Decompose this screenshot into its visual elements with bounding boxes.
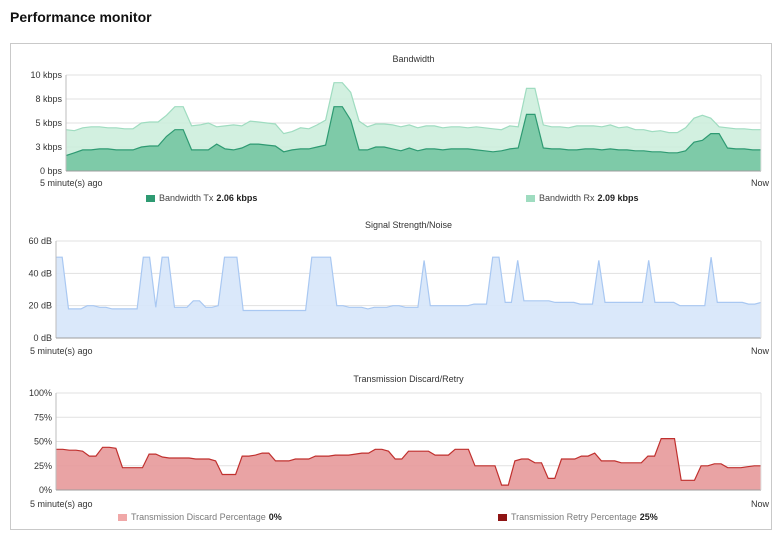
legend-retry[interactable]: Transmission Retry Percentage 25%: [498, 512, 658, 522]
legend-label-discard: Transmission Discard Percentage: [131, 512, 266, 522]
legend-swatch-rx: [526, 194, 535, 202]
legend-label-rx: Bandwidth Rx: [539, 193, 595, 203]
legend-swatch-discard: [118, 513, 127, 521]
retry-series-transmission-retry-percentage-fill: [56, 438, 761, 490]
legend-bandwidth-tx[interactable]: Bandwidth Tx 2.06 kbps: [146, 193, 257, 203]
signal-x-start-label: 5 minute(s) ago: [30, 346, 93, 356]
retry-ytick-label: 25%: [34, 461, 52, 471]
bandwidth-ytick-label: 10 kbps: [30, 70, 62, 80]
bandwidth-ytick-label: 3 kbps: [35, 142, 62, 152]
retry-x-end-label: Now: [751, 499, 770, 509]
bandwidth-ytick-label: 5 kbps: [35, 118, 62, 128]
legend-label-retry: Transmission Retry Percentage: [511, 512, 637, 522]
legend-value-rx: 2.09 kbps: [597, 193, 639, 203]
legend-bandwidth-rx[interactable]: Bandwidth Rx 2.09 kbps: [526, 193, 639, 203]
retry-series-transmission-retry-percentage-line: [56, 438, 761, 486]
bandwidth-ytick-label: 8 kbps: [35, 94, 62, 104]
bandwidth-series-bandwidth-tx-fill: [66, 106, 761, 171]
legend-label-tx: Bandwidth Tx: [159, 193, 214, 203]
signal-ytick-label: 40 dB: [28, 268, 52, 278]
bandwidth-series-bandwidth-rx-line: [65, 82, 761, 135]
signal-ytick-label: 60 dB: [28, 236, 52, 246]
retry-ytick-label: 75%: [34, 412, 52, 422]
signal-chart-title: Signal Strength/Noise: [365, 220, 452, 230]
retry-x-start-label: 5 minute(s) ago: [30, 499, 93, 509]
bandwidth-x-end-label: Now: [751, 178, 770, 188]
bandwidth-x-start-label: 5 minute(s) ago: [40, 178, 103, 188]
signal-ytick-label: 20 dB: [28, 301, 52, 311]
legend-discard[interactable]: Transmission Discard Percentage 0%: [118, 512, 282, 522]
retry-ytick-label: 0%: [39, 485, 52, 495]
legend-value-tx: 2.06 kbps: [216, 193, 258, 203]
retry-ytick-label: 50%: [34, 437, 52, 447]
page-title: Performance monitor: [10, 9, 152, 25]
bandwidth-ytick-label: 0 bps: [40, 166, 63, 176]
signal-ytick-label: 0 dB: [33, 333, 52, 343]
bandwidth-chart-title: Bandwidth: [392, 54, 434, 64]
legend-value-discard: 0%: [268, 512, 282, 522]
legend-value-retry: 25%: [639, 512, 658, 522]
bandwidth-series-bandwidth-tx-line: [65, 106, 761, 157]
retry-ytick-label: 100%: [29, 388, 52, 398]
retry-chart-title: Transmission Discard/Retry: [353, 374, 464, 384]
legend-swatch-retry: [498, 513, 507, 521]
legend-swatch-tx: [146, 194, 155, 202]
signal-series-area-line: [56, 256, 762, 312]
signal-series-area-fill: [56, 257, 761, 338]
signal-x-end-label: Now: [751, 346, 770, 356]
